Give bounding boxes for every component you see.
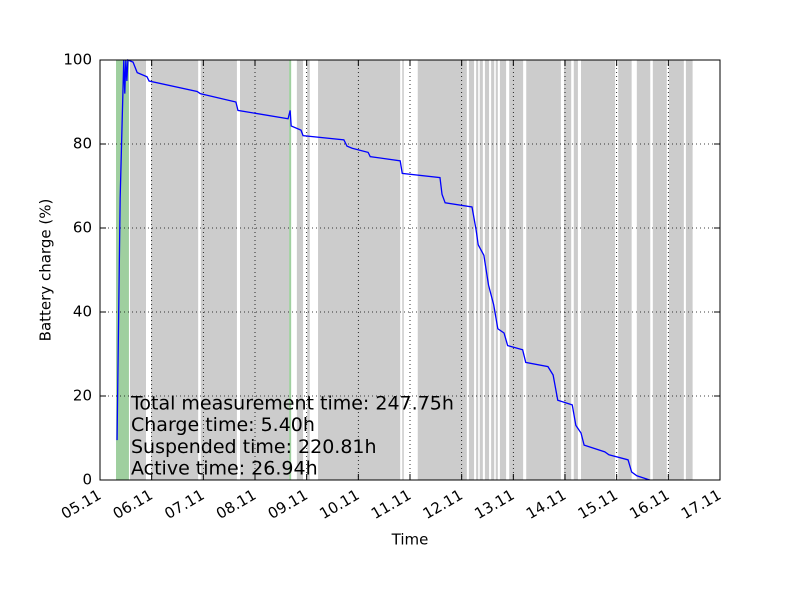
y-tick-label: 40 [73,303,92,321]
span [129,60,146,480]
span [526,60,561,480]
span [479,60,483,480]
span [307,60,310,480]
annotation: Charge time: 5.40h [131,414,315,436]
span [484,60,490,480]
span [685,60,693,480]
span [573,60,578,480]
span [636,60,651,480]
span [495,60,498,480]
span [402,60,404,480]
y-tick-label: 100 [63,51,92,69]
y-axis-label: Battery charge (%) [37,199,55,342]
span [499,60,507,480]
annotation: Active time: 26.94h [131,458,318,480]
x-axis-label: Time [391,531,429,549]
span [318,60,401,480]
span [581,60,616,480]
annotation: Suspended time: 220.81h [131,436,377,458]
span [652,60,667,480]
span [668,60,684,480]
battery-line [116,59,650,481]
span [476,60,479,480]
annotation: Total measurement time: 247.75h [130,393,454,415]
span [509,60,524,480]
y-tick-label: 20 [73,387,92,405]
span [468,60,475,480]
span [240,60,290,480]
span [491,60,495,480]
y-tick-label: 80 [73,135,92,153]
span [618,60,632,480]
span [116,60,129,480]
span [200,60,237,480]
span [151,60,199,480]
span [417,60,467,480]
span [289,60,292,480]
y-tick-label: 0 [82,471,92,489]
y-tick-label: 60 [73,219,92,237]
span [563,60,572,480]
span [296,60,304,480]
